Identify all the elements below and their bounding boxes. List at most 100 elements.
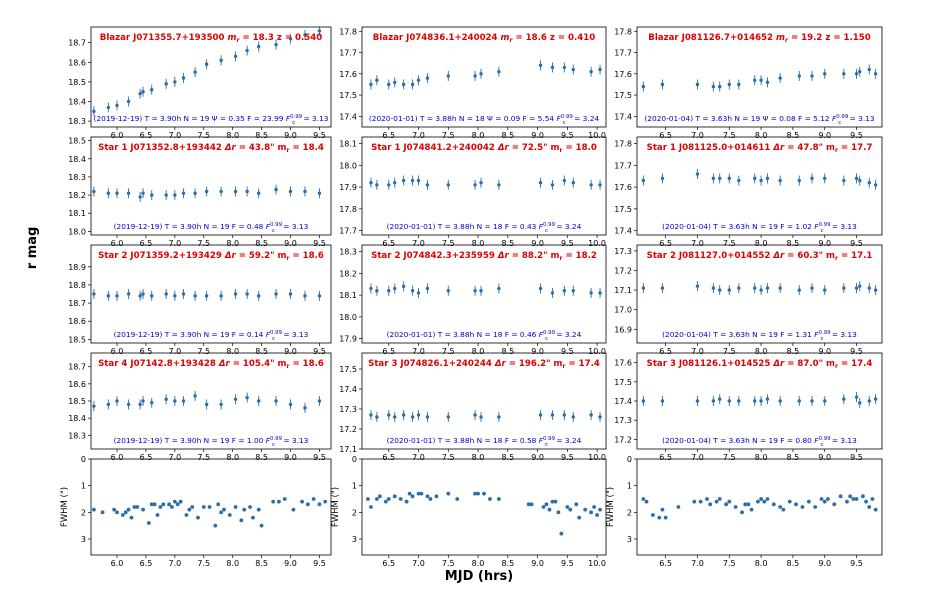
x-tick-label: 7.0: [412, 347, 425, 356]
fwhm-point: [141, 507, 145, 512]
fwhm-point: [705, 497, 709, 501]
data-point: [446, 289, 450, 293]
data-point: [842, 178, 846, 183]
data-point: [115, 103, 119, 108]
fwhm-point: [374, 497, 379, 501]
data-point: [369, 286, 373, 291]
data-point: [873, 183, 878, 187]
data-point: [401, 178, 406, 183]
fwhm-point: [187, 507, 192, 512]
data-point: [867, 67, 871, 72]
data-point: [425, 76, 430, 80]
fwhm-point: [476, 491, 480, 496]
fwhm-point: [589, 510, 594, 515]
y-tick-label: 17.4: [614, 112, 632, 121]
data-point: [410, 82, 415, 87]
fwhm-point: [708, 502, 713, 507]
x-tick-label: 8.5: [787, 559, 800, 568]
data-point: [854, 286, 859, 290]
x-tick-label: 8.5: [501, 239, 514, 248]
x-tick-label: 7.0: [412, 559, 425, 568]
x-tick-label: 9.0: [531, 559, 544, 568]
plot-frame: [361, 26, 607, 128]
x-tick-label: 6.5: [140, 239, 153, 248]
data-point: [765, 176, 770, 181]
data-point: [759, 78, 763, 82]
fwhm-point: [407, 491, 412, 496]
fwhm-point: [568, 507, 573, 512]
y-tick-label: 18.3: [339, 248, 357, 257]
x-tick-label: 8.0: [472, 239, 485, 248]
fwhm-point: [377, 494, 382, 499]
y-tick-label: 18.1: [339, 291, 357, 300]
x-tick-label: 7.0: [168, 559, 181, 568]
fwhm-point: [135, 505, 140, 509]
x-tick-label: 8.0: [755, 239, 768, 248]
fwhm-point: [698, 499, 703, 504]
data-point: [858, 284, 862, 288]
fwhm-point: [740, 510, 744, 515]
fwhm-axis-label: FWHM ("): [331, 487, 341, 527]
data-point: [727, 82, 731, 87]
fwhm-point: [482, 491, 486, 496]
data-point: [765, 286, 770, 290]
data-point: [737, 82, 741, 87]
fwhm-point: [717, 497, 722, 501]
x-tick-label: 6.0: [111, 347, 124, 356]
data-point: [150, 88, 154, 92]
data-point: [759, 288, 763, 292]
data-point: [138, 402, 142, 407]
data-point: [641, 286, 646, 290]
data-point: [589, 291, 593, 295]
data-point: [497, 183, 501, 187]
data-point: [106, 402, 111, 407]
fwhm-point: [592, 505, 596, 509]
data-point: [823, 72, 827, 76]
data-point: [765, 80, 770, 85]
plot-frame: [90, 244, 332, 344]
fwhm-point: [553, 499, 558, 504]
fwhm-point: [733, 505, 738, 509]
x-tick-label: 6.5: [382, 239, 395, 248]
fwhm-point: [565, 505, 570, 509]
data-point: [288, 292, 293, 296]
panel-1-3: 17.1 17.2 17.3 17.4 17.5 6.5 7.0 7.5 8.0 8.5 9.0 9.…: [339, 352, 607, 462]
data-point: [106, 191, 111, 195]
y-tick-label: 18.0: [339, 313, 357, 322]
y-tick-label: 17.8: [614, 27, 632, 36]
x-axis-label: MJD (hrs): [445, 569, 513, 584]
data-point: [138, 195, 142, 199]
panel-annotation: (2019-12-19) T = 3.90h N = 19 F = 1.00 F…: [114, 436, 309, 448]
y-tick-label: 17.7: [614, 161, 632, 170]
x-tick-label: 6.5: [140, 559, 153, 568]
y-tick-label: 17.3: [614, 416, 632, 425]
panel-title: Blazar J074836.1+240024 mr = 18.6 z = 0.…: [373, 33, 595, 44]
data-point: [425, 286, 430, 291]
y-tick-label: 17.5: [614, 91, 632, 100]
data-point: [303, 33, 307, 37]
data-point: [219, 189, 223, 194]
x-tick-label: 7.5: [442, 131, 455, 140]
y-tick-label: 17.6: [614, 359, 632, 368]
x-tick-label: 9.5: [850, 239, 863, 248]
plot-frame: [90, 26, 332, 128]
x-tick-label: 8.0: [226, 239, 239, 248]
plot-frame: [361, 352, 607, 450]
data-point: [711, 399, 716, 403]
y-tick-label: 17.7: [614, 49, 632, 58]
data-point: [387, 289, 391, 293]
x-tick-label: 7.5: [442, 347, 455, 356]
y-tick-label: 18.7: [68, 363, 86, 372]
data-point: [858, 178, 862, 183]
x-tick-label: 8.0: [472, 131, 485, 140]
y-tick-label: 3: [627, 535, 632, 544]
fwhm-point: [213, 523, 218, 528]
fwhm-point: [692, 499, 697, 504]
data-point: [219, 294, 223, 298]
data-point: [778, 76, 782, 80]
panel-annotation: (2020-01-01) T = 3.88h N = 18 Ψ = 0.09 F…: [369, 114, 600, 126]
data-point: [753, 78, 757, 82]
x-tick-label: 7.5: [723, 347, 736, 356]
x-tick-label: 8.0: [472, 559, 485, 568]
